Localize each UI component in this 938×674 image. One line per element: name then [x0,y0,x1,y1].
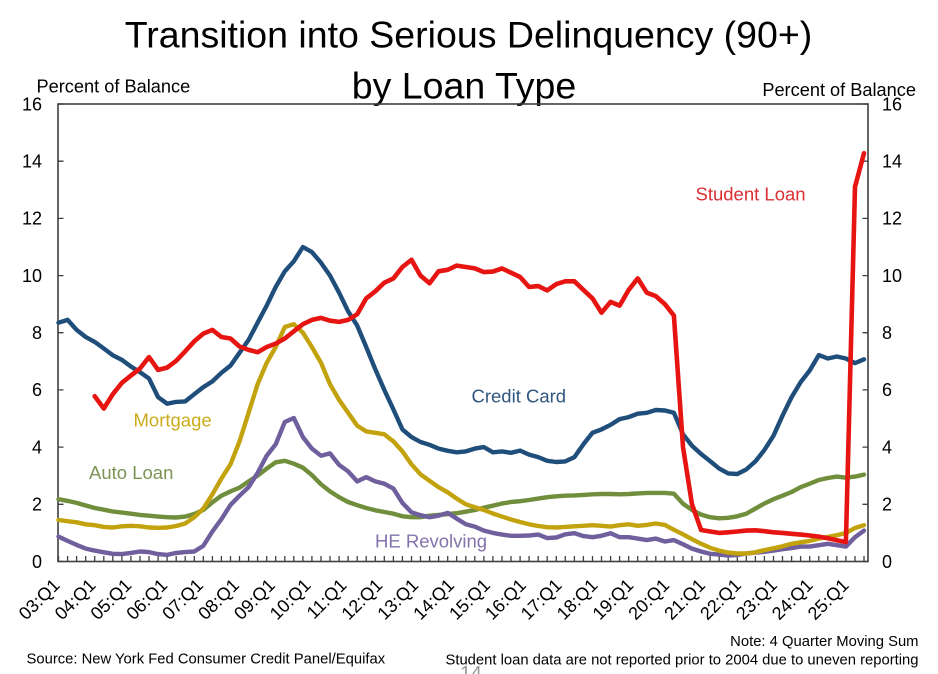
svg-text:Transition into Serious Delinq: Transition into Serious Delinquency (90+… [125,14,813,56]
svg-text:14: 14 [22,152,42,172]
svg-text:Percent of Balance: Percent of Balance [37,77,191,97]
svg-text:16: 16 [22,94,42,114]
svg-text:12: 12 [22,209,42,229]
svg-text:4: 4 [32,437,42,457]
svg-text:4: 4 [882,437,892,457]
svg-text:12: 12 [882,209,902,229]
svg-text:16: 16 [882,94,902,114]
svg-text:Source: New York Fed Consumer: Source: New York Fed Consumer Credit Pan… [27,652,386,668]
svg-text:14: 14 [460,663,482,674]
svg-text:Percent of Balance: Percent of Balance [762,80,916,100]
svg-text:10: 10 [882,266,902,286]
svg-text:14: 14 [882,152,902,172]
svg-text:10: 10 [22,266,42,286]
svg-text:8: 8 [32,323,42,343]
svg-text:0: 0 [32,552,42,572]
svg-text:2: 2 [32,495,42,515]
svg-text:Student Loan: Student Loan [696,184,806,205]
svg-text:Auto Loan: Auto Loan [89,462,173,483]
svg-text:6: 6 [882,380,892,400]
svg-text:Credit Card: Credit Card [472,386,567,407]
svg-text:2: 2 [882,495,892,515]
svg-text:Mortgage: Mortgage [134,410,212,431]
svg-text:Note: 4 Quarter Moving Sum: Note: 4 Quarter Moving Sum [730,634,918,650]
svg-text:8: 8 [882,323,892,343]
svg-text:0: 0 [882,552,892,572]
svg-text:Student loan data are not repo: Student loan data are not reported prior… [445,653,918,669]
svg-text:6: 6 [32,380,42,400]
svg-text:HE Revolving: HE Revolving [375,531,487,552]
svg-text:by Loan Type: by Loan Type [352,65,577,107]
